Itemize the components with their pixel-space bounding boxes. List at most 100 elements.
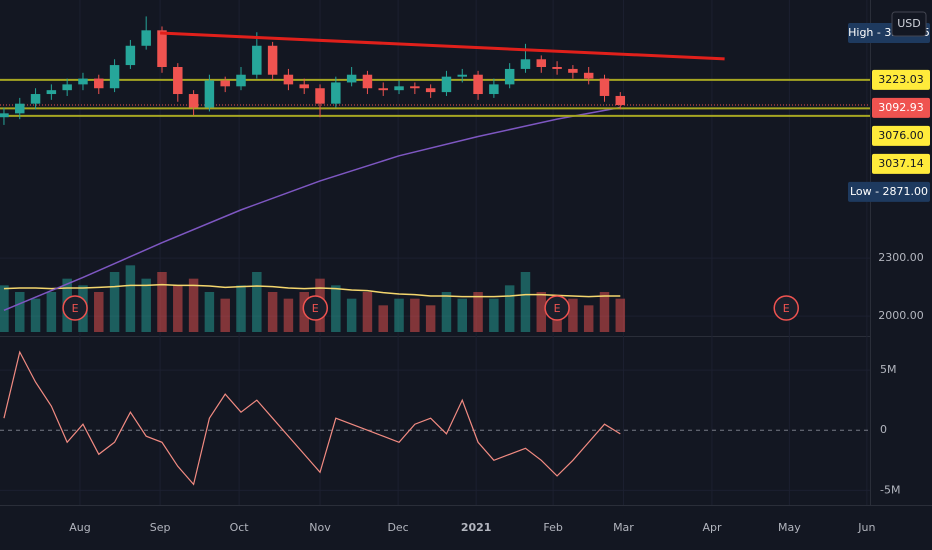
candle-body (552, 67, 562, 69)
level-label-box (872, 153, 930, 174)
level-label: 3223.03 (878, 73, 924, 86)
candle-body (378, 88, 388, 91)
oscillator-line (3, 350, 621, 486)
volume-bar (425, 305, 436, 332)
level-label: 3076.00 (878, 129, 924, 142)
x-tick-label: Jun (857, 521, 875, 534)
volume-bar (0, 285, 9, 332)
volume-ma (3, 283, 621, 298)
volume-bar (157, 272, 167, 332)
candle-body (283, 74, 294, 85)
x-tick-label: Oct (230, 521, 250, 534)
level-label: 3092.93 (878, 101, 924, 114)
volume-bar (204, 292, 215, 332)
x-tick-label: Aug (69, 521, 90, 534)
volume-bar (30, 298, 41, 332)
candle-body (568, 68, 578, 73)
candle-body (204, 80, 215, 108)
level-label-box (872, 97, 930, 118)
volume-bar (267, 292, 278, 332)
candle-body (504, 68, 515, 85)
earnings-label: E (312, 302, 319, 315)
candle-body (441, 76, 452, 93)
earnings-label: E (554, 302, 561, 315)
volume-bar (394, 298, 404, 332)
candle-body (425, 88, 436, 93)
level-label-box (872, 125, 930, 146)
candle-body (141, 30, 151, 46)
x-tick-label: Apr (702, 521, 722, 534)
candle-body (362, 74, 373, 89)
volume-bar (125, 265, 136, 332)
volume-bar (236, 285, 246, 332)
earnings-marker[interactable] (302, 295, 329, 321)
candle-body (346, 74, 357, 83)
candle-body (109, 65, 120, 89)
candle-body (220, 80, 230, 87)
candle-body (473, 74, 483, 95)
candle-body (615, 95, 626, 106)
candle-body (536, 59, 547, 67)
x-tick-label: Sep (150, 521, 171, 534)
volume-bar (188, 278, 199, 332)
earnings-label: E (783, 302, 790, 315)
y-tick-label: -5M (880, 483, 900, 496)
volume-bar (220, 298, 230, 332)
volume-bar (283, 298, 294, 332)
candle-body (252, 45, 262, 75)
volume-bar (568, 298, 578, 332)
candle-body (46, 90, 57, 95)
ma200-line (3, 106, 621, 311)
volume-bar (173, 285, 183, 332)
volume-bar (615, 298, 626, 332)
volume-bar (94, 292, 104, 332)
candle-body (30, 94, 41, 104)
volume-bar (331, 285, 341, 332)
earnings-marker[interactable] (544, 295, 570, 321)
volume-bar (441, 292, 452, 332)
candle-body (62, 84, 72, 91)
volume-bar (15, 292, 25, 332)
earnings-label: E (72, 302, 79, 315)
level-label: 3037.14 (878, 157, 924, 170)
candle-body (125, 45, 136, 66)
volume-bar (252, 272, 262, 332)
y-tick-label: 2300.00 (878, 251, 924, 264)
level-label-box (872, 69, 930, 90)
candle-body (267, 45, 278, 75)
volume-bar (346, 298, 357, 332)
x-tick-label: 2021 (461, 521, 492, 534)
x-tick-label: May (778, 521, 801, 534)
volume-bar (583, 305, 594, 332)
volume-bar (410, 298, 420, 332)
earnings-marker[interactable] (773, 295, 799, 321)
candle-body (157, 30, 167, 67)
candle-body (188, 94, 199, 108)
x-tick-label: Mar (613, 521, 634, 534)
earnings-marker[interactable] (62, 295, 88, 321)
x-tick-label: Feb (543, 521, 562, 534)
candle-body (331, 82, 341, 104)
level-label-box (848, 181, 930, 202)
y-tick-label: 2000.00 (878, 309, 924, 322)
candle-body (94, 78, 104, 89)
currency-button[interactable] (891, 11, 927, 37)
volume-bar (362, 292, 373, 332)
candle-body (78, 78, 88, 85)
volume-bar (504, 285, 515, 332)
volume-bar (536, 292, 547, 332)
volume-bar (457, 298, 468, 332)
candle-body (15, 103, 25, 114)
candle-body (0, 113, 9, 118)
candle-body (299, 84, 309, 89)
volume-bar (378, 305, 388, 332)
y-tick-label: 0 (880, 423, 887, 436)
candle-body (410, 86, 420, 89)
volume-bar (473, 292, 483, 332)
candle-body (394, 86, 404, 91)
candle-body (583, 72, 594, 79)
volume-bar (46, 292, 57, 332)
